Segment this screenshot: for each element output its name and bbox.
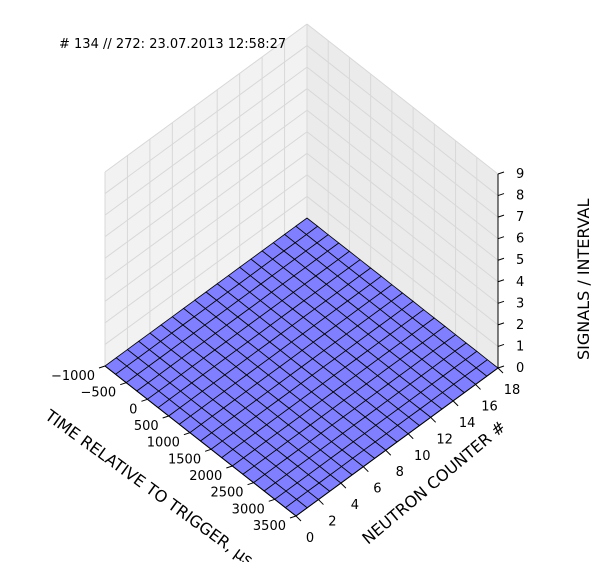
grid-line-z-left [104,66,308,216]
x-tick-mark [183,432,191,436]
grid-line-z-back [306,45,499,196]
grid-line-z-back [306,196,499,347]
grid-line-z-left [104,152,308,302]
y-tick-mark [497,367,504,374]
grid-line-z-back [306,66,499,218]
x-tick-label: 1500 [168,452,201,467]
y-tick-label: 12 [436,432,453,447]
grid-line-z-back [306,152,499,304]
z-tick-label: 9 [516,167,524,182]
y-tick-mark [385,449,392,456]
grid-line-z-left [104,109,308,259]
z-tick-mark [497,236,505,240]
x-axis-line [104,365,297,517]
z-axis-title: SIGNALS / INTERVAL [574,199,593,361]
x-tick-label: 3000 [232,502,265,517]
y-tick-label: 14 [459,416,476,431]
z-tick-mark [497,300,505,304]
z-tick-label: 2 [516,318,524,333]
back-pane [307,24,498,368]
y-tick-mark [362,466,369,473]
z-tick-label: 7 [516,210,524,225]
y-tick-mark [475,384,481,390]
z-tick-mark [497,214,505,218]
x-tick-mark [141,398,148,402]
z-tick-label: 0 [516,361,524,376]
x-tick-label: 500 [134,419,159,434]
x-tick-mark [98,365,106,369]
x-tick-label: −1000 [51,369,95,384]
chart-header: # 134 // 272: 23.07.2013 12:58:27 [59,37,286,52]
y-tick-label: 2 [328,515,336,530]
x-tick-mark [268,498,275,502]
x-tick-label: 2000 [189,469,222,484]
z-tick-label: 6 [516,232,524,247]
z-tick-mark [497,322,505,326]
x-tick-label: 2500 [210,486,243,501]
x-tick-mark [162,415,169,419]
grid-line-z-left [104,88,308,238]
grid-line-z-left [104,131,308,281]
z-tick-mark [497,279,505,283]
y-tick-label: 6 [373,482,381,497]
z-tick-mark [497,171,505,175]
y-tick-mark [295,515,302,522]
y-tick-label: 8 [396,465,404,480]
grid-line-z-back [306,109,499,261]
grid-line-z-back [306,131,499,283]
grid-line-z-left [104,196,308,345]
grid-line-z-left [104,174,308,324]
y-tick-mark [452,400,459,407]
grid-line-z-left [104,45,308,194]
x-tick-mark [120,382,127,386]
z-tick-mark [497,365,505,369]
x-tick-label: −500 [81,386,117,401]
z-tick-label: 8 [516,189,524,204]
x-tick-label: 3500 [253,519,286,534]
z-tick-label: 4 [516,275,524,290]
y-tick-label: 16 [481,399,498,414]
y-tick-mark [340,482,347,489]
y-tick-label: 4 [351,498,359,513]
x-tick-label: 1000 [147,436,180,451]
x-tick-mark [226,465,233,469]
grid-line-z-back [306,23,499,175]
axis-lines [98,171,505,522]
z-tick-label: 3 [516,296,524,311]
z-tick-label: 5 [516,253,524,268]
y-tick-mark [407,433,414,440]
y-tick-label: 0 [306,531,314,546]
z-tick-mark [497,343,505,347]
left-pane [105,24,307,366]
grid-line-z-left [104,23,308,173]
x-tick-mark [247,482,254,486]
x-tick-mark [289,515,297,519]
x-tick-label: 0 [129,402,137,417]
grid-line-z-back [306,88,499,240]
y-tick-mark [318,499,324,505]
grid-line-z-back [306,174,499,326]
tick-labels: −1000−5000500100015002000250030003500024… [51,167,524,546]
y-tick-label: 18 [504,383,521,398]
z-tick-mark [497,193,505,197]
z-tick-label: 1 [516,339,524,354]
y-tick-mark [430,416,437,423]
z-tick-mark [497,257,505,261]
y-axis-line [295,367,499,517]
y-tick-label: 10 [414,449,431,464]
x-tick-mark [204,448,212,452]
surface-ribbons [104,217,499,517]
